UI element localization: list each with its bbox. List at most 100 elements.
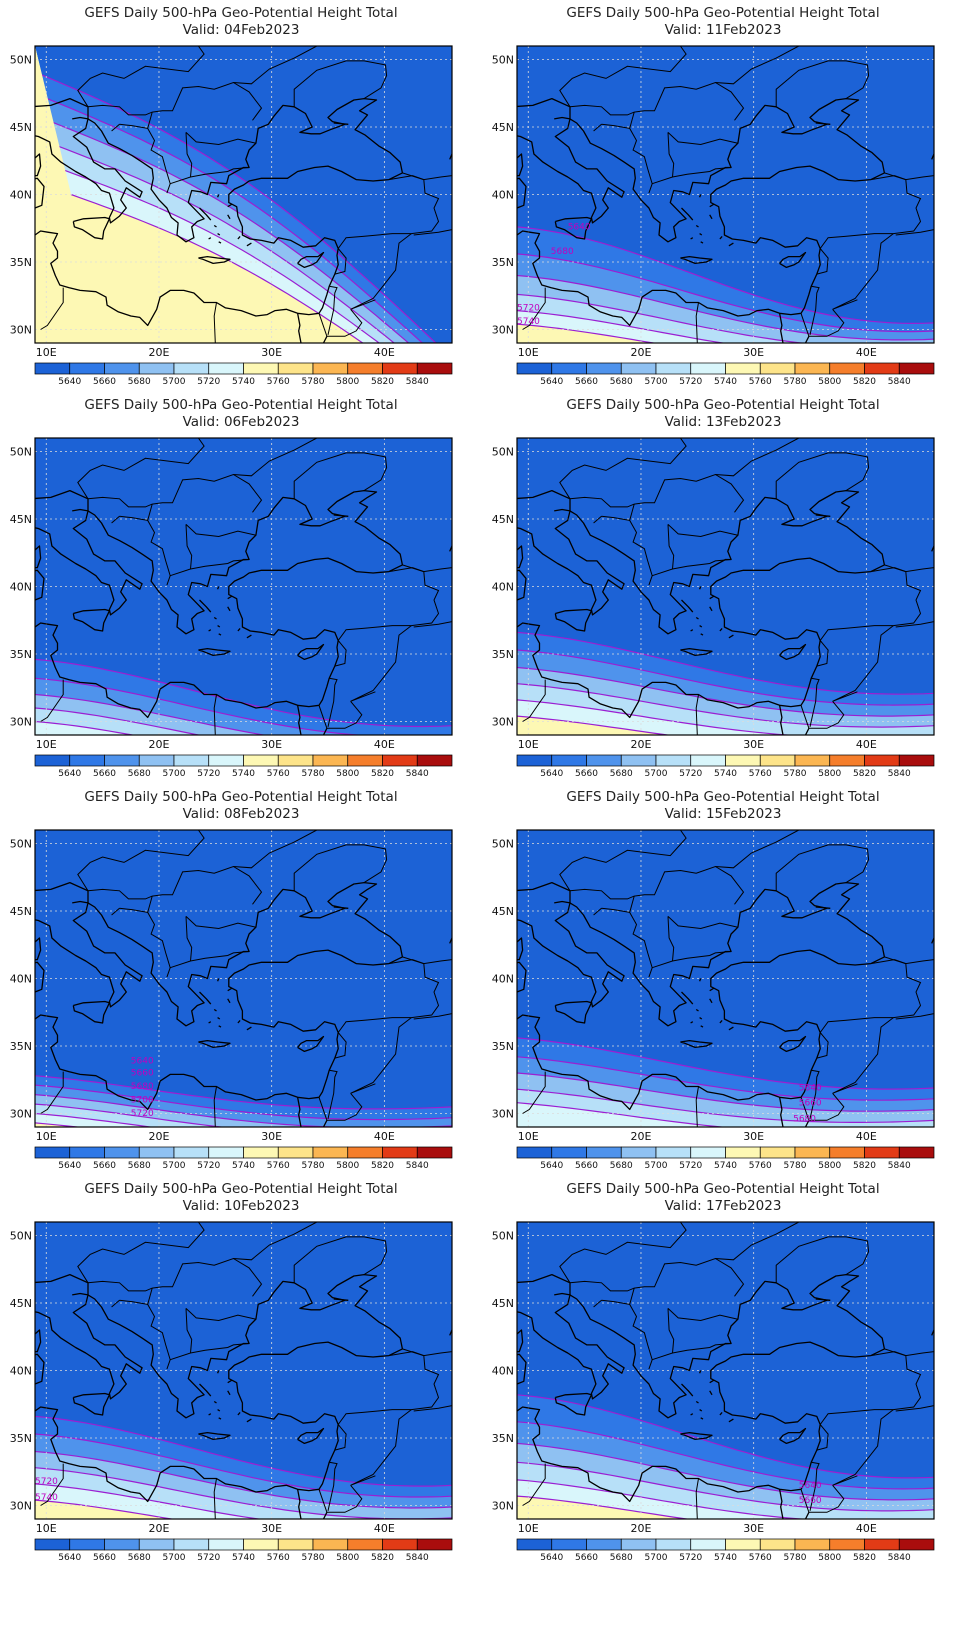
coastline <box>680 647 713 657</box>
colorbar-label: 5680 <box>128 1161 151 1171</box>
colorbar-swatch <box>104 362 140 375</box>
country-border <box>695 302 699 343</box>
country-border <box>185 1308 257 1322</box>
country-border <box>337 1348 440 1425</box>
lon-tick-label: 20E <box>630 1522 651 1535</box>
coastline <box>449 521 452 552</box>
valid-date: 13Feb2023 <box>705 414 782 430</box>
island-outline <box>199 991 212 1005</box>
coastline <box>517 489 571 511</box>
valid-date: 04Feb2023 <box>223 22 300 38</box>
country-border <box>808 308 845 337</box>
colorbar-swatch <box>34 1146 71 1159</box>
island-outline <box>709 1379 715 1384</box>
lat-tick-label: 50N <box>492 838 514 851</box>
lon-tick-label: 40E <box>856 1522 877 1535</box>
lat-tick-label: 45N <box>10 1297 32 1310</box>
country-border <box>593 123 602 132</box>
island-outline <box>237 1019 241 1024</box>
country-border <box>213 302 217 343</box>
country-border <box>667 524 739 538</box>
island-outline <box>218 1417 222 1420</box>
lon-tick-label: 10E <box>36 1522 57 1535</box>
contour-band <box>35 721 133 735</box>
country-border <box>816 640 829 667</box>
colorbar: 5640 5660 5680 5700 5720 5740 5760 5780 5800 5820… <box>34 1538 453 1563</box>
island-outline <box>695 1008 699 1012</box>
country-border <box>388 567 452 573</box>
colorbar-label: 5640 <box>540 769 563 779</box>
contour-line <box>517 1461 934 1512</box>
coastline <box>680 1431 713 1441</box>
country-border <box>170 524 193 577</box>
country-border <box>895 1405 934 1412</box>
contour-line <box>35 1499 175 1519</box>
country-border <box>326 308 363 337</box>
colorbar: 5640 5660 5680 5700 5720 5740 5760 5780 5800 5820… <box>516 362 935 387</box>
panel-title: GEFS Daily 500-hPa Geo-Potential Height … <box>84 1181 398 1197</box>
lat-tick-label: 30N <box>492 1108 514 1121</box>
country-border <box>667 132 739 146</box>
island-outline <box>681 207 694 221</box>
colorbar-label: 5780 <box>784 377 807 387</box>
country-border <box>87 473 263 513</box>
country-border <box>170 916 193 969</box>
colorbar-swatch <box>586 1146 622 1159</box>
colorbar: 5640 5660 5680 5700 5720 5740 5760 5780 5800 5820… <box>516 1538 935 1563</box>
island-outline <box>208 237 212 240</box>
colorbar-label: 5640 <box>540 377 563 387</box>
country-border <box>77 830 205 892</box>
lat-tick-label: 40N <box>492 1365 514 1378</box>
colorbar-swatch <box>829 362 865 375</box>
country-border <box>87 865 263 905</box>
island-outline <box>213 1008 217 1012</box>
coastline <box>333 514 349 517</box>
island-outline <box>728 1026 734 1031</box>
colorbar-label: 5640 <box>58 377 81 387</box>
lat-tick-label: 50N <box>10 54 32 67</box>
colorbar-swatch <box>347 1538 383 1551</box>
coastline <box>804 728 810 735</box>
colorbar-label: 5680 <box>610 769 633 779</box>
country-border <box>819 1348 922 1425</box>
contour-band <box>35 46 363 343</box>
colorbar-swatch <box>277 1146 314 1159</box>
colorbar-label: 5720 <box>197 1161 220 1171</box>
colorbar-swatch <box>586 362 622 375</box>
country-border <box>667 916 739 930</box>
coastline <box>815 514 831 517</box>
colorbar-label: 5660 <box>575 769 598 779</box>
country-border <box>775 60 870 107</box>
valid-prefix: Valid: <box>664 1198 702 1214</box>
map-frame <box>34 1221 453 1520</box>
lat-tick-label: 35N <box>10 648 32 661</box>
map-panel: GEFS Daily 500-hPa Geo-Potential Height … <box>0 392 482 802</box>
lat-tick-label: 50N <box>492 1230 514 1243</box>
colorbar-swatch <box>277 362 314 375</box>
coastline <box>297 643 325 661</box>
lon-tick-label: 10E <box>518 346 539 359</box>
colorbar-swatch <box>104 754 140 767</box>
coastline <box>778 705 784 735</box>
country-border <box>213 1478 217 1519</box>
colorbar-swatch <box>173 1146 210 1159</box>
island-outline <box>218 241 222 244</box>
island-outline <box>199 599 212 613</box>
colorbar-swatch <box>759 1538 796 1551</box>
colorbar-swatch <box>69 362 105 375</box>
coastline <box>72 608 111 632</box>
colorbar-label: 5640 <box>540 1161 563 1171</box>
island-outline <box>217 1409 221 1412</box>
height-map: 5640 5660 5680 10E 20E 30E 40E 30N 35N 40N 45N 50N 5… <box>492 829 935 1171</box>
colorbar-label: 5700 <box>163 769 186 779</box>
colorbar: 5640 5660 5680 5700 5720 5740 5760 5780 5800 5820… <box>34 362 453 387</box>
country-border <box>293 452 388 499</box>
colorbar-label: 5720 <box>197 769 220 779</box>
lon-tick-label: 10E <box>518 1522 539 1535</box>
valid-date: 08Feb2023 <box>223 806 300 822</box>
colorbar-label: 5720 <box>679 1553 702 1563</box>
colorbar-swatch <box>690 754 726 767</box>
lon-tick-label: 20E <box>148 1130 169 1143</box>
island-outline <box>237 1411 241 1416</box>
